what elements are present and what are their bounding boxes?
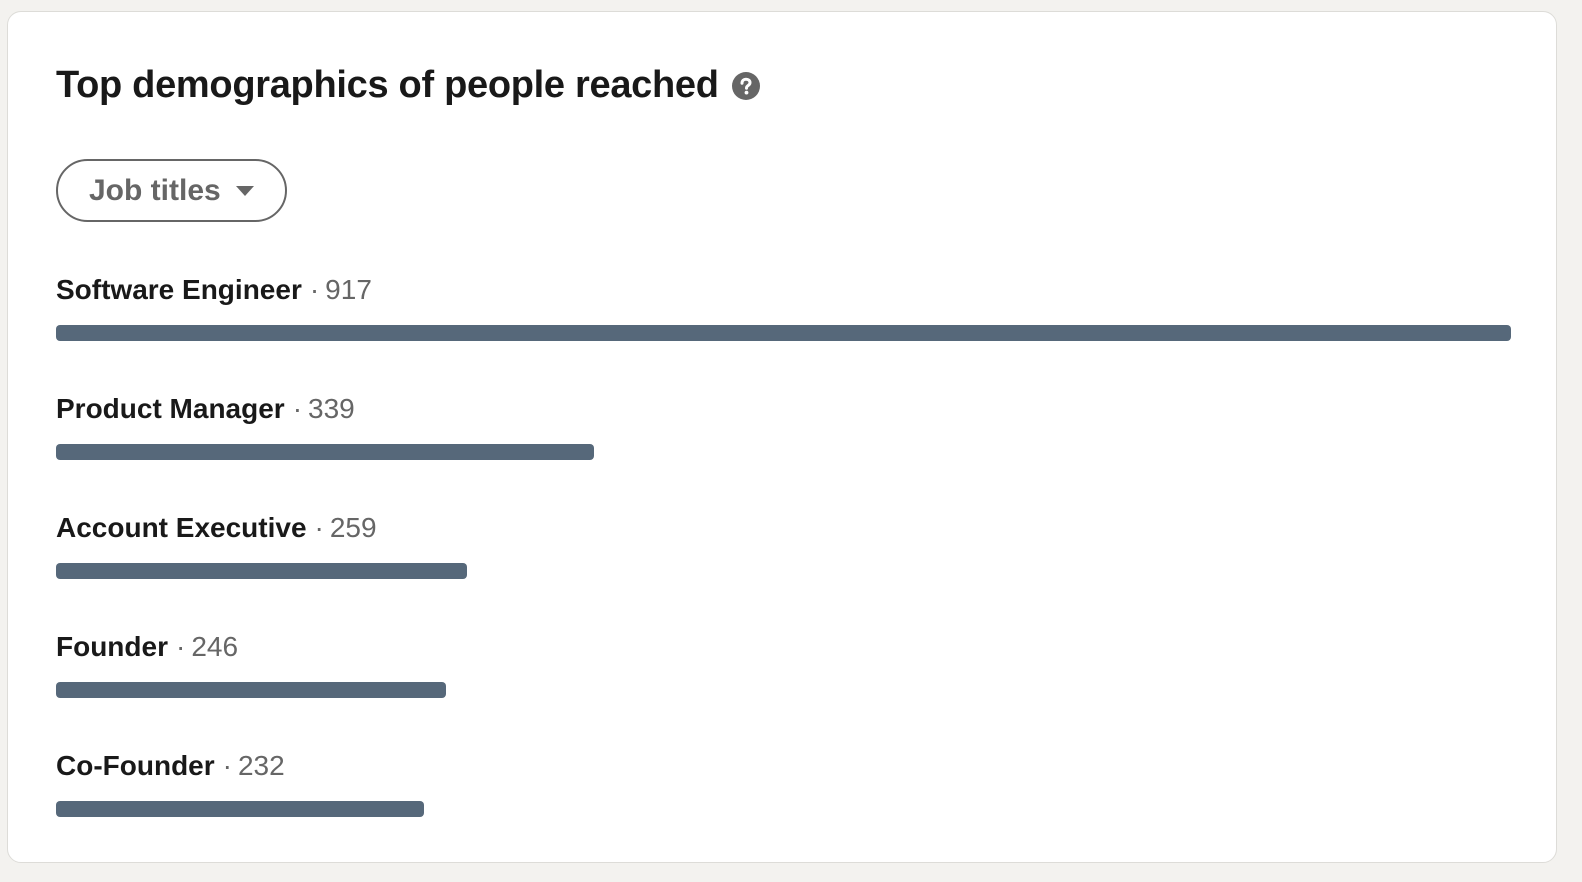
demographic-bar xyxy=(56,325,1511,341)
demographic-name: Co-Founder xyxy=(56,750,215,781)
separator-dot: · xyxy=(309,274,320,305)
demographic-count: 339 xyxy=(308,393,355,424)
demographic-row-label: Software Engineer · 917 xyxy=(56,270,372,310)
demographic-count: 246 xyxy=(191,631,239,662)
bar-track xyxy=(56,444,1511,460)
demographic-row: Account Executive · 259 xyxy=(56,508,1511,627)
demographics-card: Top demographics of people reached Job t… xyxy=(7,11,1557,863)
demographic-row-label: Product Manager · 339 xyxy=(56,389,355,429)
demographic-name: Account Executive xyxy=(56,512,307,543)
demographic-row-label: Founder · 246 xyxy=(56,627,238,667)
job-titles-filter-button[interactable]: Job titles xyxy=(56,159,287,222)
demographic-bar xyxy=(56,563,467,579)
demographic-row-label: Co-Founder · 232 xyxy=(56,746,285,786)
demographic-count: 917 xyxy=(325,274,372,305)
filter-label: Job titles xyxy=(89,173,221,207)
demographic-name: Software Engineer xyxy=(56,274,302,305)
demographic-row-label: Account Executive · 259 xyxy=(56,508,377,548)
demographic-bar xyxy=(56,801,424,817)
separator-dot: · xyxy=(222,750,232,781)
demographic-count: 232 xyxy=(237,750,285,781)
caret-down-icon xyxy=(235,185,255,197)
bar-track xyxy=(56,801,1511,817)
demographic-row: Co-Founder · 232 xyxy=(56,746,1511,865)
card-header: Top demographics of people reached xyxy=(56,64,760,107)
card-title: Top demographics of people reached xyxy=(56,64,719,106)
demographics-bar-chart: Software Engineer · 917 Product Manager · 339… xyxy=(56,270,1511,865)
separator-dot: · xyxy=(292,393,303,424)
demographic-count: 259 xyxy=(329,512,377,543)
question-circle-icon[interactable] xyxy=(731,71,760,100)
separator-dot: · xyxy=(176,631,186,662)
bar-track xyxy=(56,682,1511,698)
demographic-row: Product Manager · 339 xyxy=(56,389,1511,508)
demographic-row: Founder · 246 xyxy=(56,627,1511,746)
demographic-name: Founder xyxy=(56,631,168,662)
demographic-bar xyxy=(56,444,594,460)
demographic-row: Software Engineer · 917 xyxy=(56,270,1511,389)
separator-dot: · xyxy=(314,512,324,543)
bar-track xyxy=(56,563,1511,579)
bar-track xyxy=(56,325,1511,341)
demographic-bar xyxy=(56,682,446,698)
demographic-name: Product Manager xyxy=(56,393,285,424)
